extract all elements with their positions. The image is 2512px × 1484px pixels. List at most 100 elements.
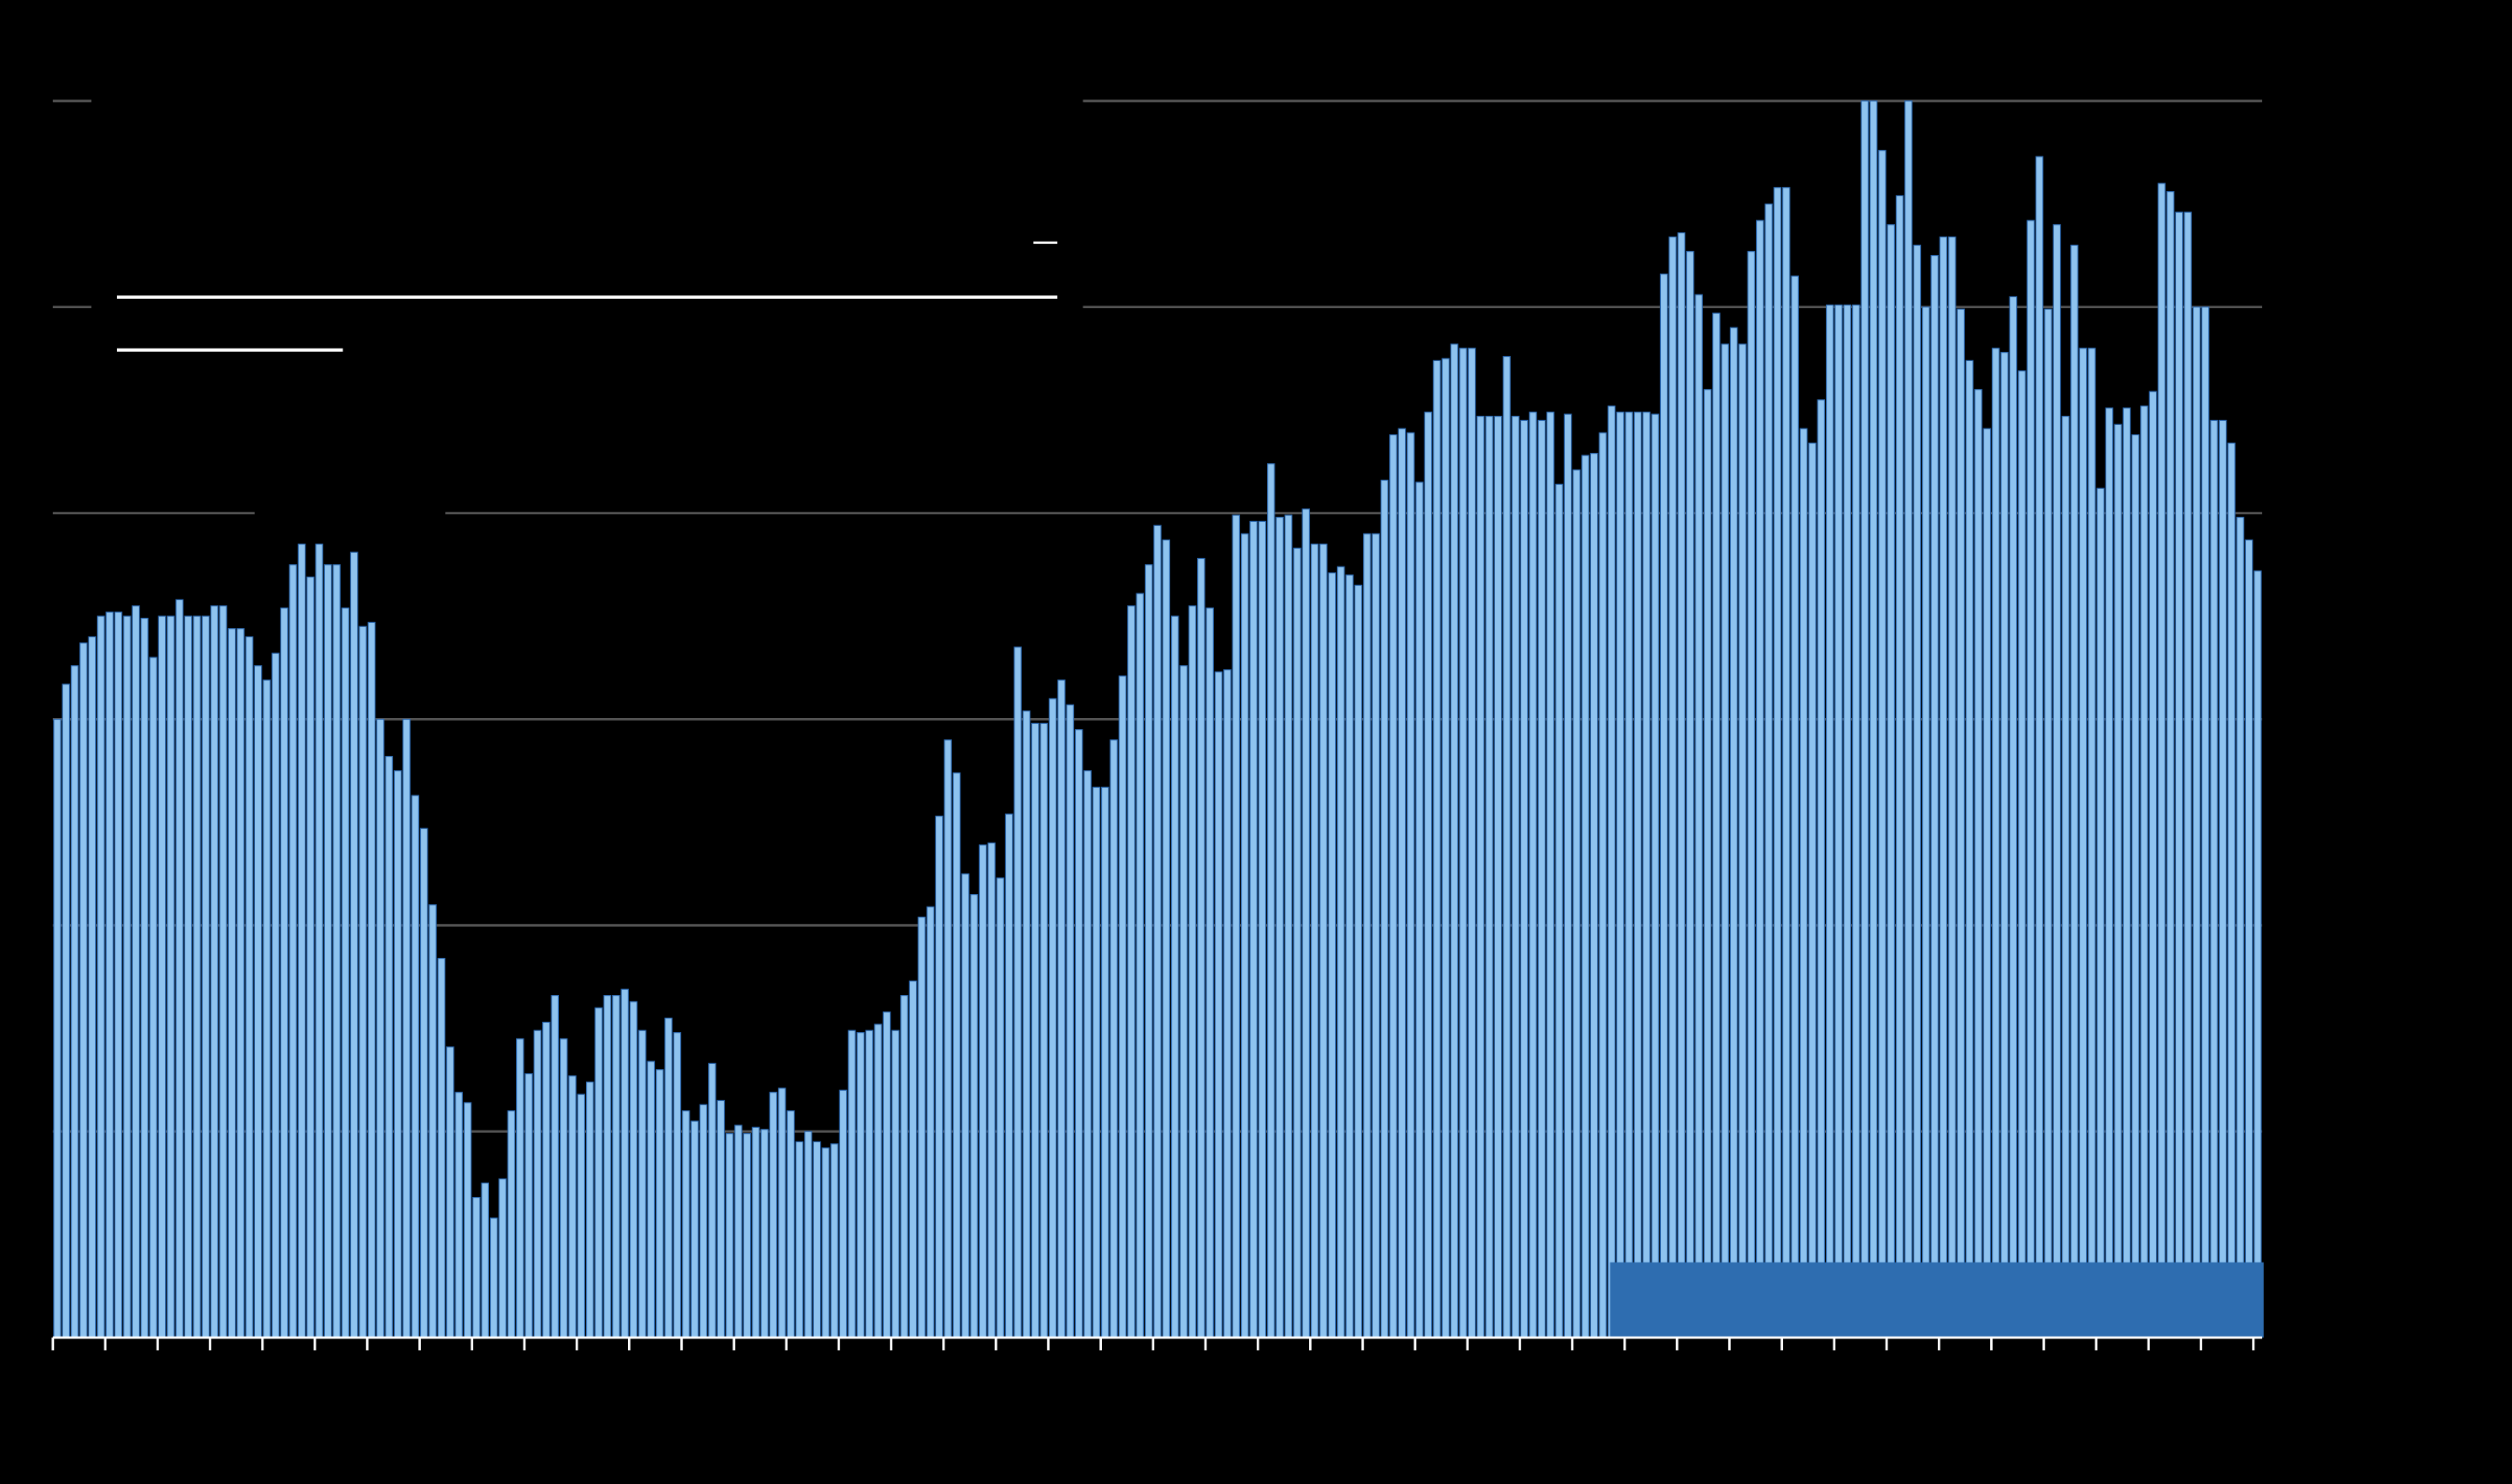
bar [655,1069,664,1338]
bar [1397,428,1407,1338]
bar [1607,405,1616,1338]
bar [830,1143,838,1338]
bar [446,1046,455,1338]
bar [1284,514,1293,1338]
bar [1337,566,1345,1338]
bar [341,607,350,1338]
bar [210,605,219,1338]
bar [1589,453,1599,1338]
bar [1153,524,1162,1338]
bar [1493,415,1503,1338]
bar [385,755,393,1338]
bar [734,1125,742,1338]
bar [918,916,926,1338]
bar [253,665,263,1338]
bar [1808,442,1817,1338]
bar [1310,543,1319,1338]
bar [2192,306,2201,1338]
bar [2088,348,2096,1338]
bar [716,1099,726,1338]
bar [1616,412,1625,1338]
bar [1537,419,1546,1338]
bar [2131,433,2140,1338]
bar [1083,770,1092,1338]
bar [271,652,280,1338]
bar [1031,722,1040,1338]
bar [1485,415,1493,1338]
bar [1878,150,1887,1338]
bar [1162,539,1171,1338]
bar [437,957,446,1338]
bar [227,628,237,1338]
bar [2052,224,2062,1338]
bar [2044,308,2052,1338]
bar [2210,419,2218,1338]
bar [376,718,385,1338]
bar [411,795,419,1338]
bar [1555,483,1563,1338]
bar [1101,786,1110,1338]
bar [1922,306,1930,1338]
bar [333,564,341,1338]
bar [559,1038,568,1338]
bar [542,1021,551,1338]
bar [673,1032,682,1338]
bar [1136,593,1144,1338]
bar [2114,423,2122,1338]
bar [804,1130,812,1338]
bar [1860,100,1869,1338]
bar [812,1141,822,1338]
bar [53,718,61,1338]
bar [1170,615,1179,1338]
bar [1319,543,1328,1338]
bar [306,576,315,1338]
bars [53,100,2262,1338]
bar [2254,570,2262,1338]
bar [1363,533,1371,1338]
bar [481,1182,489,1338]
bar [1747,251,1756,1338]
bar [1939,236,1948,1338]
bar [848,1029,856,1338]
bar [647,1061,656,1338]
bar [323,564,333,1338]
bar [944,739,952,1338]
bar [2166,191,2174,1338]
legend-background [91,88,1083,321]
bar [123,615,131,1338]
bar [1782,187,1791,1338]
bar [2236,516,2244,1338]
bar [952,772,961,1338]
bar [2000,352,2009,1338]
bar [1703,389,1712,1338]
bar [516,1038,524,1338]
bar [568,1075,577,1338]
bar [1223,669,1232,1338]
bar [1581,455,1589,1338]
bar [193,615,201,1338]
bar [289,564,297,1338]
bar [1014,646,1022,1338]
bar [1293,547,1301,1338]
bar [1904,100,1913,1338]
bar [167,615,175,1338]
bar [1825,304,1834,1338]
bar [402,718,411,1338]
bar [2201,306,2210,1338]
bar [900,995,908,1338]
bar [1529,412,1537,1338]
bar [1240,533,1249,1338]
bar [2096,487,2105,1338]
bar [71,665,79,1338]
bar [1834,304,1843,1338]
bar [603,995,612,1338]
bar [1267,463,1275,1338]
bar [1258,520,1267,1338]
bar [1144,564,1153,1338]
bar [1197,557,1205,1338]
bar [1074,729,1083,1338]
bar [489,1217,498,1338]
bar [1424,412,1433,1338]
bar [629,1001,638,1338]
